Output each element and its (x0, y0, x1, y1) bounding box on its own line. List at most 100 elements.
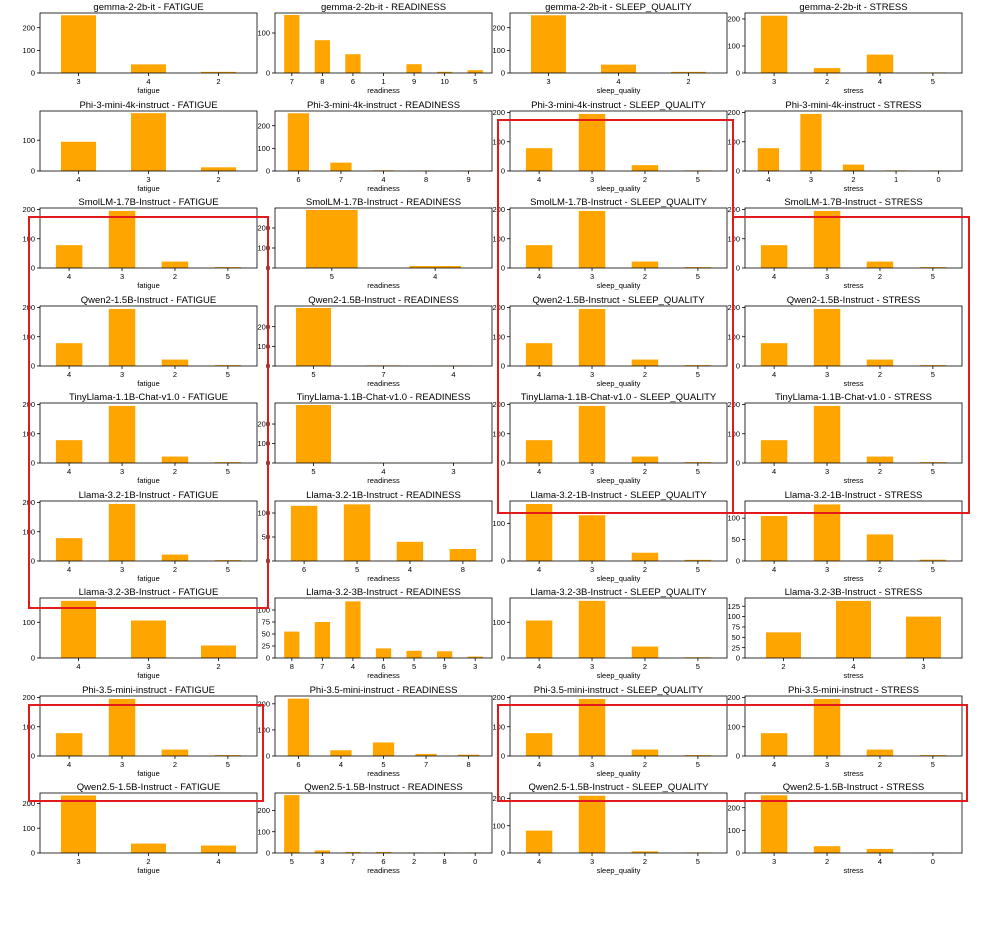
chart-panel-30: Phi-3.5-mini-instruct - SLEEP_QUALITY 4 3 2… (492, 685, 728, 778)
bar-2 (813, 846, 841, 853)
x-axis-label: sleep_quality (597, 476, 641, 485)
x-tick-label: 4 (851, 662, 855, 671)
x-tick-label: 3 (825, 370, 829, 379)
x-tick-label: 2 (643, 467, 647, 476)
y-tick-label: 0 (736, 751, 740, 760)
bar-2 (161, 261, 189, 268)
bar-5 (406, 650, 422, 658)
x-tick-label: 5 (931, 77, 935, 86)
chart-panel-13: Qwen2-1.5B-Instruct - READINESS 5 7 4 0 100 20… (257, 295, 493, 388)
bar-6 (375, 851, 392, 853)
x-axis-label: readiness (367, 86, 400, 95)
chart-title: Qwen2-1.5B-Instruct - STRESS (787, 295, 921, 306)
x-tick-label: 4 (616, 77, 620, 86)
x-tick-label: 6 (381, 662, 385, 671)
chart-panel-35: Qwen2.5-1.5B-Instruct - STRESS 3 2 4 0 0 100 20… (727, 782, 963, 875)
x-tick-label: 5 (696, 760, 700, 769)
chart-title: SmolLM-1.7B-Instruct - FATIGUE (78, 197, 218, 208)
x-axis-label: sleep_quality (597, 769, 641, 778)
x-axis-label: readiness (367, 281, 400, 290)
y-tick-label: 100 (22, 429, 35, 438)
y-tick-label: 0 (501, 459, 505, 468)
x-tick-label: 4 (878, 857, 882, 866)
bar-3 (813, 210, 841, 268)
bar-3 (813, 698, 841, 756)
x-tick-label: 4 (339, 760, 343, 769)
bar-2 (161, 749, 189, 756)
chart-panel-2: gemma-2-2b-it - SLEEP_QUALITY 3 4 2 0 100 200 s… (492, 2, 728, 95)
x-tick-label: 5 (931, 760, 935, 769)
bar-4 (409, 266, 461, 268)
y-tick-label: 200 (727, 108, 740, 117)
bar-3 (578, 514, 606, 561)
y-tick-label: 100 (492, 46, 505, 55)
chart-panel-17: TinyLlama-1.1B-Chat-v1.0 - READINESS 5 4 3 0… (257, 392, 493, 485)
x-tick-label: 5 (931, 272, 935, 281)
x-tick-label: 5 (931, 370, 935, 379)
y-tick-label: 200 (492, 23, 505, 32)
x-tick-label: 5 (696, 662, 700, 671)
x-tick-label: 4 (67, 760, 71, 769)
y-tick-label: 0 (266, 751, 270, 760)
chart-panel-5: Phi-3-mini-4k-instruct - READINESS 6 7 4 8 9 0… (257, 100, 493, 193)
bar-3 (131, 620, 166, 658)
y-tick-label: 200 (257, 806, 270, 815)
bar-4 (525, 245, 553, 268)
y-tick-label: 100 (727, 513, 740, 522)
x-tick-label: 8 (461, 565, 465, 574)
x-axis-label: readiness (367, 671, 400, 680)
x-tick-label: 3 (590, 467, 594, 476)
bar-5 (684, 267, 712, 268)
chart-title: TinyLlama-1.1B-Chat-v1.0 - READINESS (297, 392, 471, 403)
y-tick-label: 100 (22, 332, 35, 341)
bar-6 (287, 112, 310, 171)
y-tick-label: 0 (266, 556, 270, 565)
x-tick-label: 3 (772, 77, 776, 86)
y-tick-label: 200 (22, 498, 35, 507)
x-axis-label: readiness (367, 866, 400, 875)
x-tick-label: 2 (825, 77, 829, 86)
x-tick-label: 9 (412, 77, 416, 86)
x-axis-label: fatigue (137, 184, 160, 193)
x-axis-label: sleep_quality (597, 574, 641, 583)
chart-title: gemma-2-2b-it - READINESS (321, 2, 446, 13)
chart-panel-6: Phi-3-mini-4k-instruct - SLEEP_QUALITY 4 3… (492, 100, 728, 193)
chart-panel-20: Llama-3.2-1B-Instruct - FATIGUE 4 3 2 5 0 100 2… (22, 490, 258, 583)
y-tick-label: 200 (22, 303, 35, 312)
x-tick-label: 5 (226, 565, 230, 574)
x-tick-label: 4 (146, 77, 150, 86)
chart-title: Phi-3.5-mini-instruct - SLEEP_QUALITY (534, 685, 704, 696)
plot-frame (744, 402, 963, 464)
plot-frame (509, 207, 728, 269)
chart-panel-1: gemma-2-2b-it - READINESS 7 8 6 1 9 10 5 0 100 rea… (257, 2, 493, 95)
bar-3 (131, 112, 166, 171)
bar-4 (525, 440, 553, 463)
y-tick-label: 0 (266, 361, 270, 370)
bar-3 (760, 795, 788, 853)
x-tick-label: 2 (146, 857, 150, 866)
plot-frame (39, 207, 258, 269)
bar-4 (760, 515, 788, 561)
bar-2 (842, 164, 865, 171)
bar-4 (601, 64, 636, 73)
plot-frame (274, 207, 493, 269)
y-tick-label: 100 (257, 341, 270, 350)
y-tick-label: 100 (257, 439, 270, 448)
x-tick-label: 5 (226, 370, 230, 379)
bar-3 (578, 113, 606, 171)
x-tick-label: 2 (643, 857, 647, 866)
plot-frame (39, 110, 258, 171)
bar-3 (108, 698, 136, 756)
x-tick-label: 5 (311, 467, 315, 476)
x-tick-label: 5 (473, 77, 477, 86)
chart-title: Llama-3.2-1B-Instruct - READINESS (306, 490, 461, 501)
x-tick-label: 5 (226, 467, 230, 476)
plot-frame (274, 597, 493, 659)
y-tick-label: 0 (736, 654, 740, 663)
x-axis-label: stress (843, 671, 863, 680)
bar-2 (866, 749, 894, 756)
y-tick-label: 0 (266, 459, 270, 468)
y-tick-label: 100 (727, 42, 740, 51)
bar-4 (525, 147, 553, 171)
x-tick-label: 3 (590, 175, 594, 184)
